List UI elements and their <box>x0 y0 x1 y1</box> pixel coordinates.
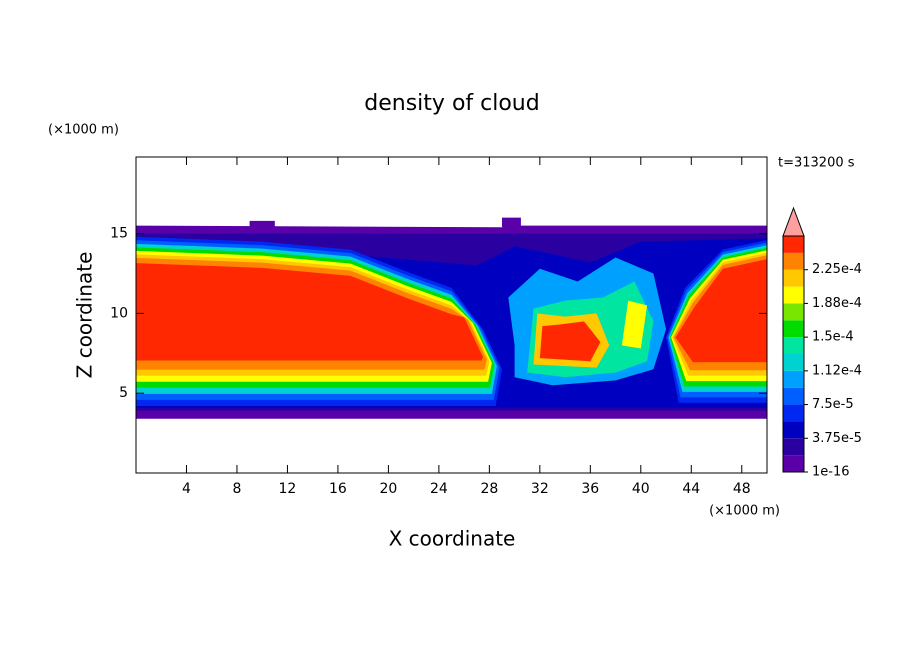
y-unit: (×1000 m) <box>48 123 119 138</box>
x-tick-label: 44 <box>682 481 700 497</box>
colorbar-band <box>783 337 804 354</box>
x-tick-label: 20 <box>379 481 397 497</box>
y-axis-label: Z coordinate <box>73 252 97 379</box>
colorbar-band <box>783 421 804 439</box>
x-tick-label: 40 <box>632 481 650 497</box>
y-tick-label: 5 <box>119 385 128 401</box>
colorbar-band <box>783 303 804 321</box>
contour-region <box>501 217 521 228</box>
y-tick-label: 15 <box>110 226 128 242</box>
colorbar-band <box>783 320 804 338</box>
colorbar-band <box>783 236 804 253</box>
colorbar-tick-label: 1.88e-4 <box>812 296 862 311</box>
colorbar-band <box>783 269 804 287</box>
colorbar-extension <box>782 206 805 237</box>
colorbar-band <box>783 438 804 456</box>
colorbar-tick-label: 1.12e-4 <box>812 363 862 378</box>
x-tick-label: 12 <box>279 481 297 497</box>
time-label: t=313200 s <box>778 156 855 171</box>
colorbar-band <box>783 252 804 270</box>
contour-region <box>539 321 601 362</box>
plot-frame <box>135 156 768 474</box>
contour-field <box>136 217 767 419</box>
x-tick-label: 4 <box>182 481 191 497</box>
x-tick-label: 32 <box>531 481 549 497</box>
x-tick-label: 16 <box>329 481 347 497</box>
colorbar-frame <box>782 235 805 473</box>
chart-title: density of cloud <box>364 91 539 116</box>
colorbar-tick-label: 7.5e-5 <box>812 397 854 412</box>
colorbar-tick-label: 1e-16 <box>812 465 850 480</box>
contour-region <box>621 300 648 349</box>
colorbar-band <box>783 455 804 472</box>
colorbar-band <box>783 404 804 422</box>
x-tick-label: 36 <box>581 481 599 497</box>
colorbar-band <box>783 286 804 304</box>
y-tick-label: 10 <box>110 305 128 321</box>
x-unit: (×1000 m) <box>709 504 780 519</box>
x-tick-label: 8 <box>232 481 241 497</box>
contour-region <box>675 259 767 363</box>
x-tick-label: 48 <box>733 481 751 497</box>
colorbar-tick-label: 3.75e-5 <box>812 431 862 446</box>
colorbar-tick-label: 1.5e-4 <box>812 330 854 345</box>
x-axis-label: X coordinate <box>389 527 516 551</box>
contour-region <box>249 220 275 229</box>
contour-region <box>136 263 484 361</box>
colorbar-tick-label: 2.25e-4 <box>812 262 862 277</box>
x-tick-label: 24 <box>430 481 448 497</box>
colorbar-band <box>783 387 804 405</box>
colorbar-band <box>783 354 804 371</box>
x-tick-label: 28 <box>480 481 498 497</box>
colorbar-band <box>783 370 804 388</box>
